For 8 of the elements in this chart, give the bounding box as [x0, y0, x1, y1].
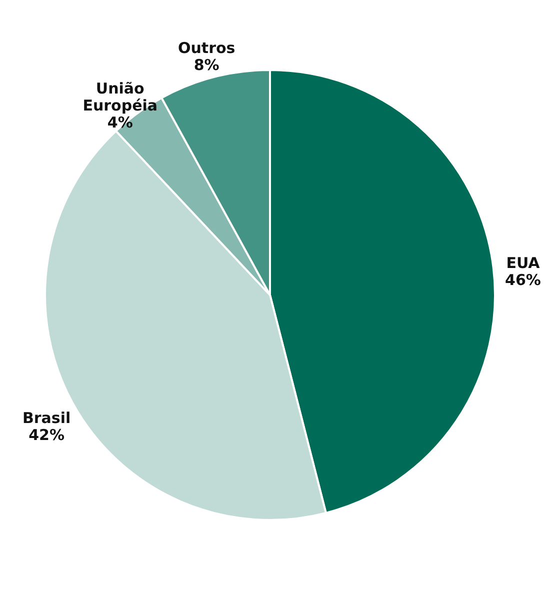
slice-label: EUA — [506, 254, 540, 272]
data-label: 8% — [194, 56, 220, 74]
data-label: 4% — [107, 114, 133, 132]
slice-label: Brasil — [22, 408, 71, 427]
slice-label: União Européia — [82, 80, 158, 115]
slice-label: Outros — [178, 39, 236, 58]
data-label: 42% — [28, 426, 64, 444]
data-label: 46% — [505, 271, 541, 290]
